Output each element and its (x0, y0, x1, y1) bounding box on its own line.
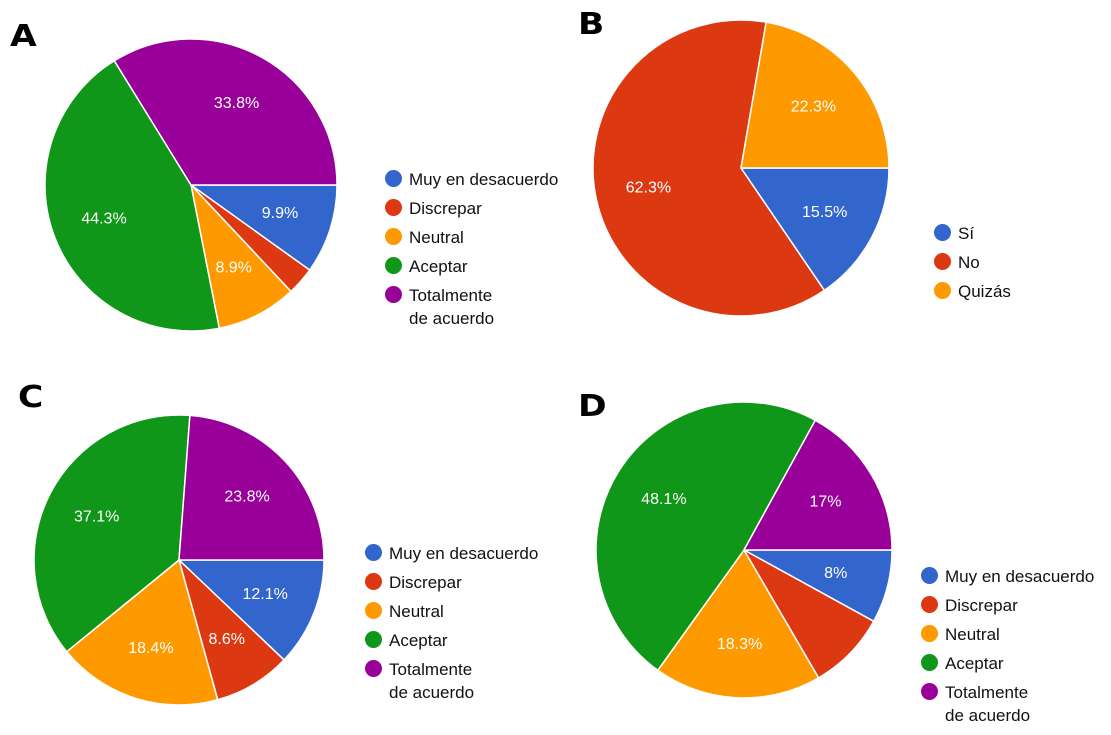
pie-slice-no (592, 19, 826, 317)
legend-label: Muy en desacuerdo (945, 567, 1095, 586)
legend-item: Discrepar (365, 571, 538, 600)
legend-label: Muy en desacuerdo (409, 170, 559, 189)
legend-label: Muy en desacuerdo (389, 544, 539, 563)
legend-label: Quizás (958, 282, 1011, 301)
legend-swatch (365, 660, 382, 677)
panel-label-b: B (578, 7, 605, 42)
pie-slice-neutral (65, 558, 219, 706)
pie-slice-totalmente-de-acuerdo (742, 419, 893, 551)
legend-item: Sí (934, 222, 1011, 251)
legend-swatch (385, 257, 402, 274)
pie-slice-totalmente-de-acuerdo (113, 38, 338, 186)
legend-swatch (385, 199, 402, 216)
legend-swatch (921, 654, 938, 671)
legend-item: Neutral (921, 623, 1094, 652)
slice-data-label: 18.3% (717, 636, 762, 653)
slice-data-label: 48.1% (641, 491, 686, 508)
pie-chart-d: 8% 18.3% 48.1% 17% (595, 401, 893, 699)
legend-swatch (934, 282, 951, 299)
legend-item: Discrepar (921, 594, 1094, 623)
legend-swatch (385, 170, 402, 187)
legend-a: Muy en desacuerdo Discrepar Neutral Aceptar… (385, 168, 558, 330)
legend-b: Sí No Quizás (934, 222, 1011, 309)
legend-label: Discrepar (945, 596, 1018, 615)
legend-item: Muy en desacuerdo (385, 168, 558, 197)
legend-label: Neutral (409, 228, 464, 247)
legend-item: Totalmente de acuerdo (921, 681, 1094, 727)
panel-label-c: C (18, 380, 44, 415)
legend-swatch (365, 602, 382, 619)
legend-item: Neutral (365, 600, 538, 629)
legend-swatch (921, 683, 938, 700)
slice-data-label: 37.1% (74, 509, 119, 526)
legend-label: Aceptar (389, 631, 448, 650)
pie-slice-muy-en-desacuerdo (188, 184, 338, 272)
pie-slice-s- (739, 167, 890, 292)
legend-item: Aceptar (921, 652, 1094, 681)
legend-label: Totalmente de acuerdo (945, 683, 1031, 725)
slice-data-label: 9.9% (262, 205, 298, 222)
legend-label: Aceptar (409, 257, 468, 276)
legend-item: Aceptar (385, 255, 558, 284)
legend-swatch (365, 573, 382, 590)
legend-swatch (934, 253, 951, 270)
legend-item: Muy en desacuerdo (921, 565, 1094, 594)
slice-data-label: 33.8% (214, 95, 259, 112)
legend-label: No (958, 253, 980, 272)
pie-slice-aceptar (595, 401, 817, 672)
pie-slice-muy-en-desacuerdo (177, 559, 325, 661)
legend-item: Aceptar (365, 629, 538, 658)
legend-item: Discrepar (385, 197, 558, 226)
legend-label: Aceptar (945, 654, 1004, 673)
slice-data-label: 8.9% (215, 260, 251, 277)
legend-item: Muy en desacuerdo (365, 542, 538, 571)
slice-data-label: 8% (824, 565, 847, 582)
pie-slice-aceptar (33, 414, 191, 653)
legend-item: Totalmente de acuerdo (365, 658, 538, 704)
panel-label-a: A (10, 19, 37, 54)
legend-swatch (365, 631, 382, 648)
slice-data-label: 8.6% (209, 631, 245, 648)
legend-swatch (921, 596, 938, 613)
legend-swatch (921, 567, 938, 584)
slice-data-label: 44.3% (81, 211, 126, 228)
pie-slice-neutral (656, 548, 820, 699)
legend-item: Neutral (385, 226, 558, 255)
legend-label: Neutral (389, 602, 444, 621)
slice-data-label: 18.4% (128, 640, 173, 657)
legend-swatch (385, 286, 402, 303)
slice-data-label: 22.3% (791, 98, 836, 115)
legend-label: Totalmente de acuerdo (409, 286, 495, 328)
legend-item: Totalmente de acuerdo (385, 284, 558, 330)
slice-data-label: 62.3% (626, 180, 671, 197)
slice-data-label: 15.5% (802, 204, 847, 221)
legend-swatch (934, 224, 951, 241)
legend-swatch (921, 625, 938, 642)
pie-chart-a: 9.9% 8.9% 44.3% 33.8% (44, 38, 338, 332)
panel-label-d: D (578, 389, 607, 424)
legend-swatch (365, 544, 382, 561)
pie-slice-neutral (189, 182, 293, 330)
legend-label: Discrepar (389, 573, 462, 592)
legend-label: Sí (958, 224, 975, 243)
pie-chart-b: 15.5% 62.3% 22.3% (592, 19, 890, 317)
legend-c: Muy en desacuerdo Discrepar Neutral Aceptar… (365, 542, 538, 704)
legend-label: Discrepar (409, 199, 482, 218)
legend-item: No (934, 251, 1011, 280)
pie-slice-totalmente-de-acuerdo (178, 414, 325, 561)
legend-label: Neutral (945, 625, 1000, 644)
slice-data-label: 23.8% (224, 488, 269, 505)
slice-data-label: 12.1% (242, 586, 287, 603)
slice-data-label: 17% (810, 493, 842, 510)
legend-d: Muy en desacuerdo Discrepar Neutral Aceptar… (921, 565, 1094, 727)
legend-swatch (385, 228, 402, 245)
legend-item: Quizás (934, 280, 1011, 309)
pie-slice-aceptar (44, 59, 221, 332)
pie-slice-quiz-s (740, 21, 890, 169)
legend-label: Totalmente de acuerdo (389, 660, 475, 702)
pie-chart-c: 12.1% 8.6% 18.4% 37.1% 23.8% (33, 414, 325, 706)
